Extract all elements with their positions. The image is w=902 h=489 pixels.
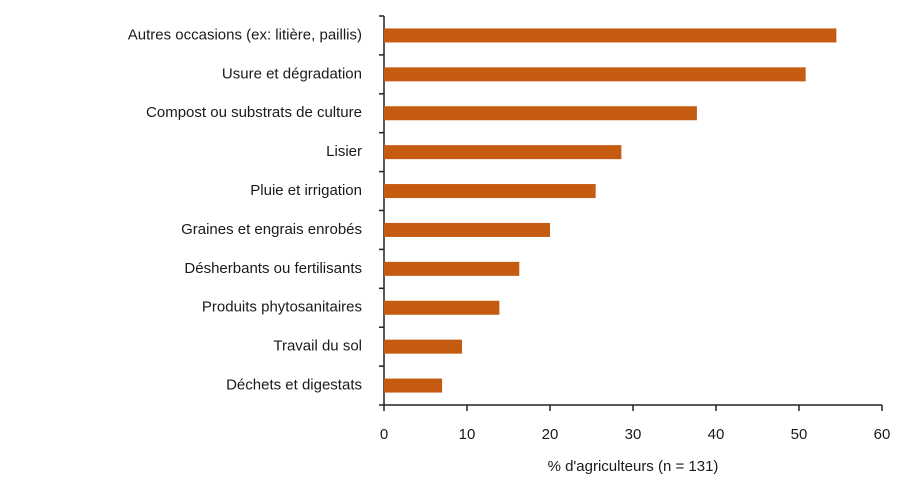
x-axis-title: % d'agriculteurs (n = 131) [548, 458, 719, 475]
x-tick-label: 10 [459, 426, 476, 443]
bar [384, 67, 806, 82]
bar [384, 106, 697, 121]
bar [384, 261, 520, 276]
y-tick-label: Désherbants ou fertilisants [184, 260, 362, 277]
y-tick-label: Produits phytosanitaires [202, 299, 362, 316]
y-tick-label: Pluie et irrigation [250, 182, 362, 199]
y-tick-label: Déchets et digestats [226, 377, 362, 394]
bar [384, 145, 622, 160]
y-tick-label: Graines et engrais enrobés [181, 221, 362, 238]
y-tick-label: Usure et dégradation [222, 65, 362, 82]
x-tick-label: 40 [708, 426, 725, 443]
x-tick-label: 50 [791, 426, 808, 443]
y-tick-label: Autres occasions (ex: litière, paillis) [128, 26, 362, 43]
bar [384, 378, 443, 393]
x-tick-label: 60 [874, 426, 891, 443]
y-tick-label: Compost ou substrats de culture [146, 104, 362, 121]
y-tick-label: Lisier [326, 143, 362, 160]
bar [384, 222, 550, 237]
x-tick-label: 20 [542, 426, 559, 443]
y-tick-label: Travail du sol [273, 338, 362, 355]
x-tick-label: 0 [380, 426, 388, 443]
bar [384, 339, 463, 354]
bar [384, 184, 596, 199]
bar [384, 300, 500, 315]
x-tick-label: 30 [625, 426, 642, 443]
bar [384, 28, 837, 43]
